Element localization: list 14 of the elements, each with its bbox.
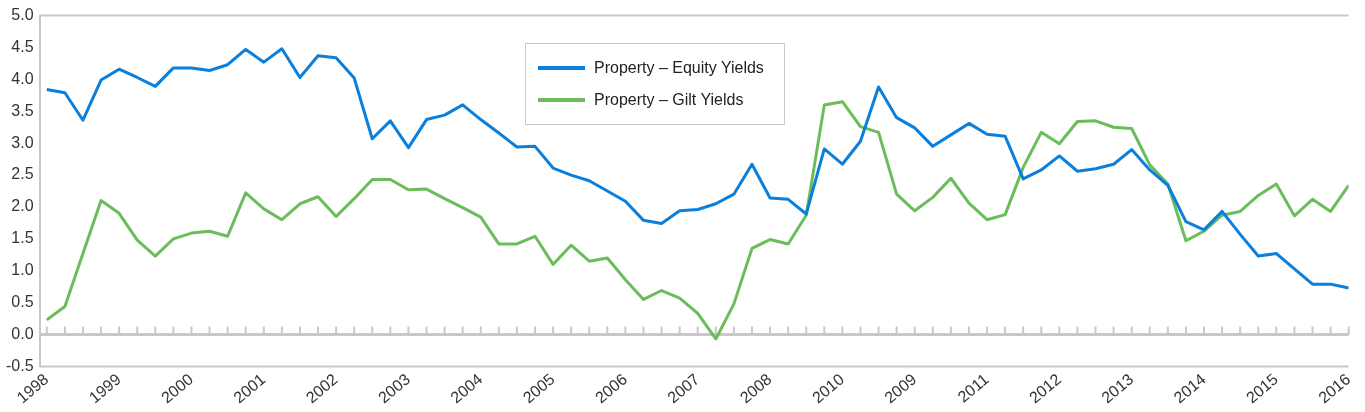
y-tick-label: 3.0: [11, 133, 34, 151]
y-tick-label: 1.0: [11, 261, 34, 279]
y-tick-label: 0.5: [11, 293, 34, 311]
y-tick-label: 4.0: [11, 69, 34, 87]
legend-label: Property – Gilt Yields: [594, 91, 744, 109]
legend-label: Property – Equity Yields: [594, 59, 764, 77]
y-tick-label: 2.5: [11, 165, 34, 183]
y-tick-label: 1.5: [11, 229, 34, 247]
y-tick-label: -0.5: [5, 356, 34, 374]
y-tick-label: 3.5: [11, 101, 34, 119]
y-tick-label: 5.0: [11, 6, 34, 24]
y-tick-label: 2.0: [11, 197, 34, 215]
y-tick-label: 4.5: [11, 37, 34, 55]
y-tick-label: 0.0: [11, 324, 34, 342]
